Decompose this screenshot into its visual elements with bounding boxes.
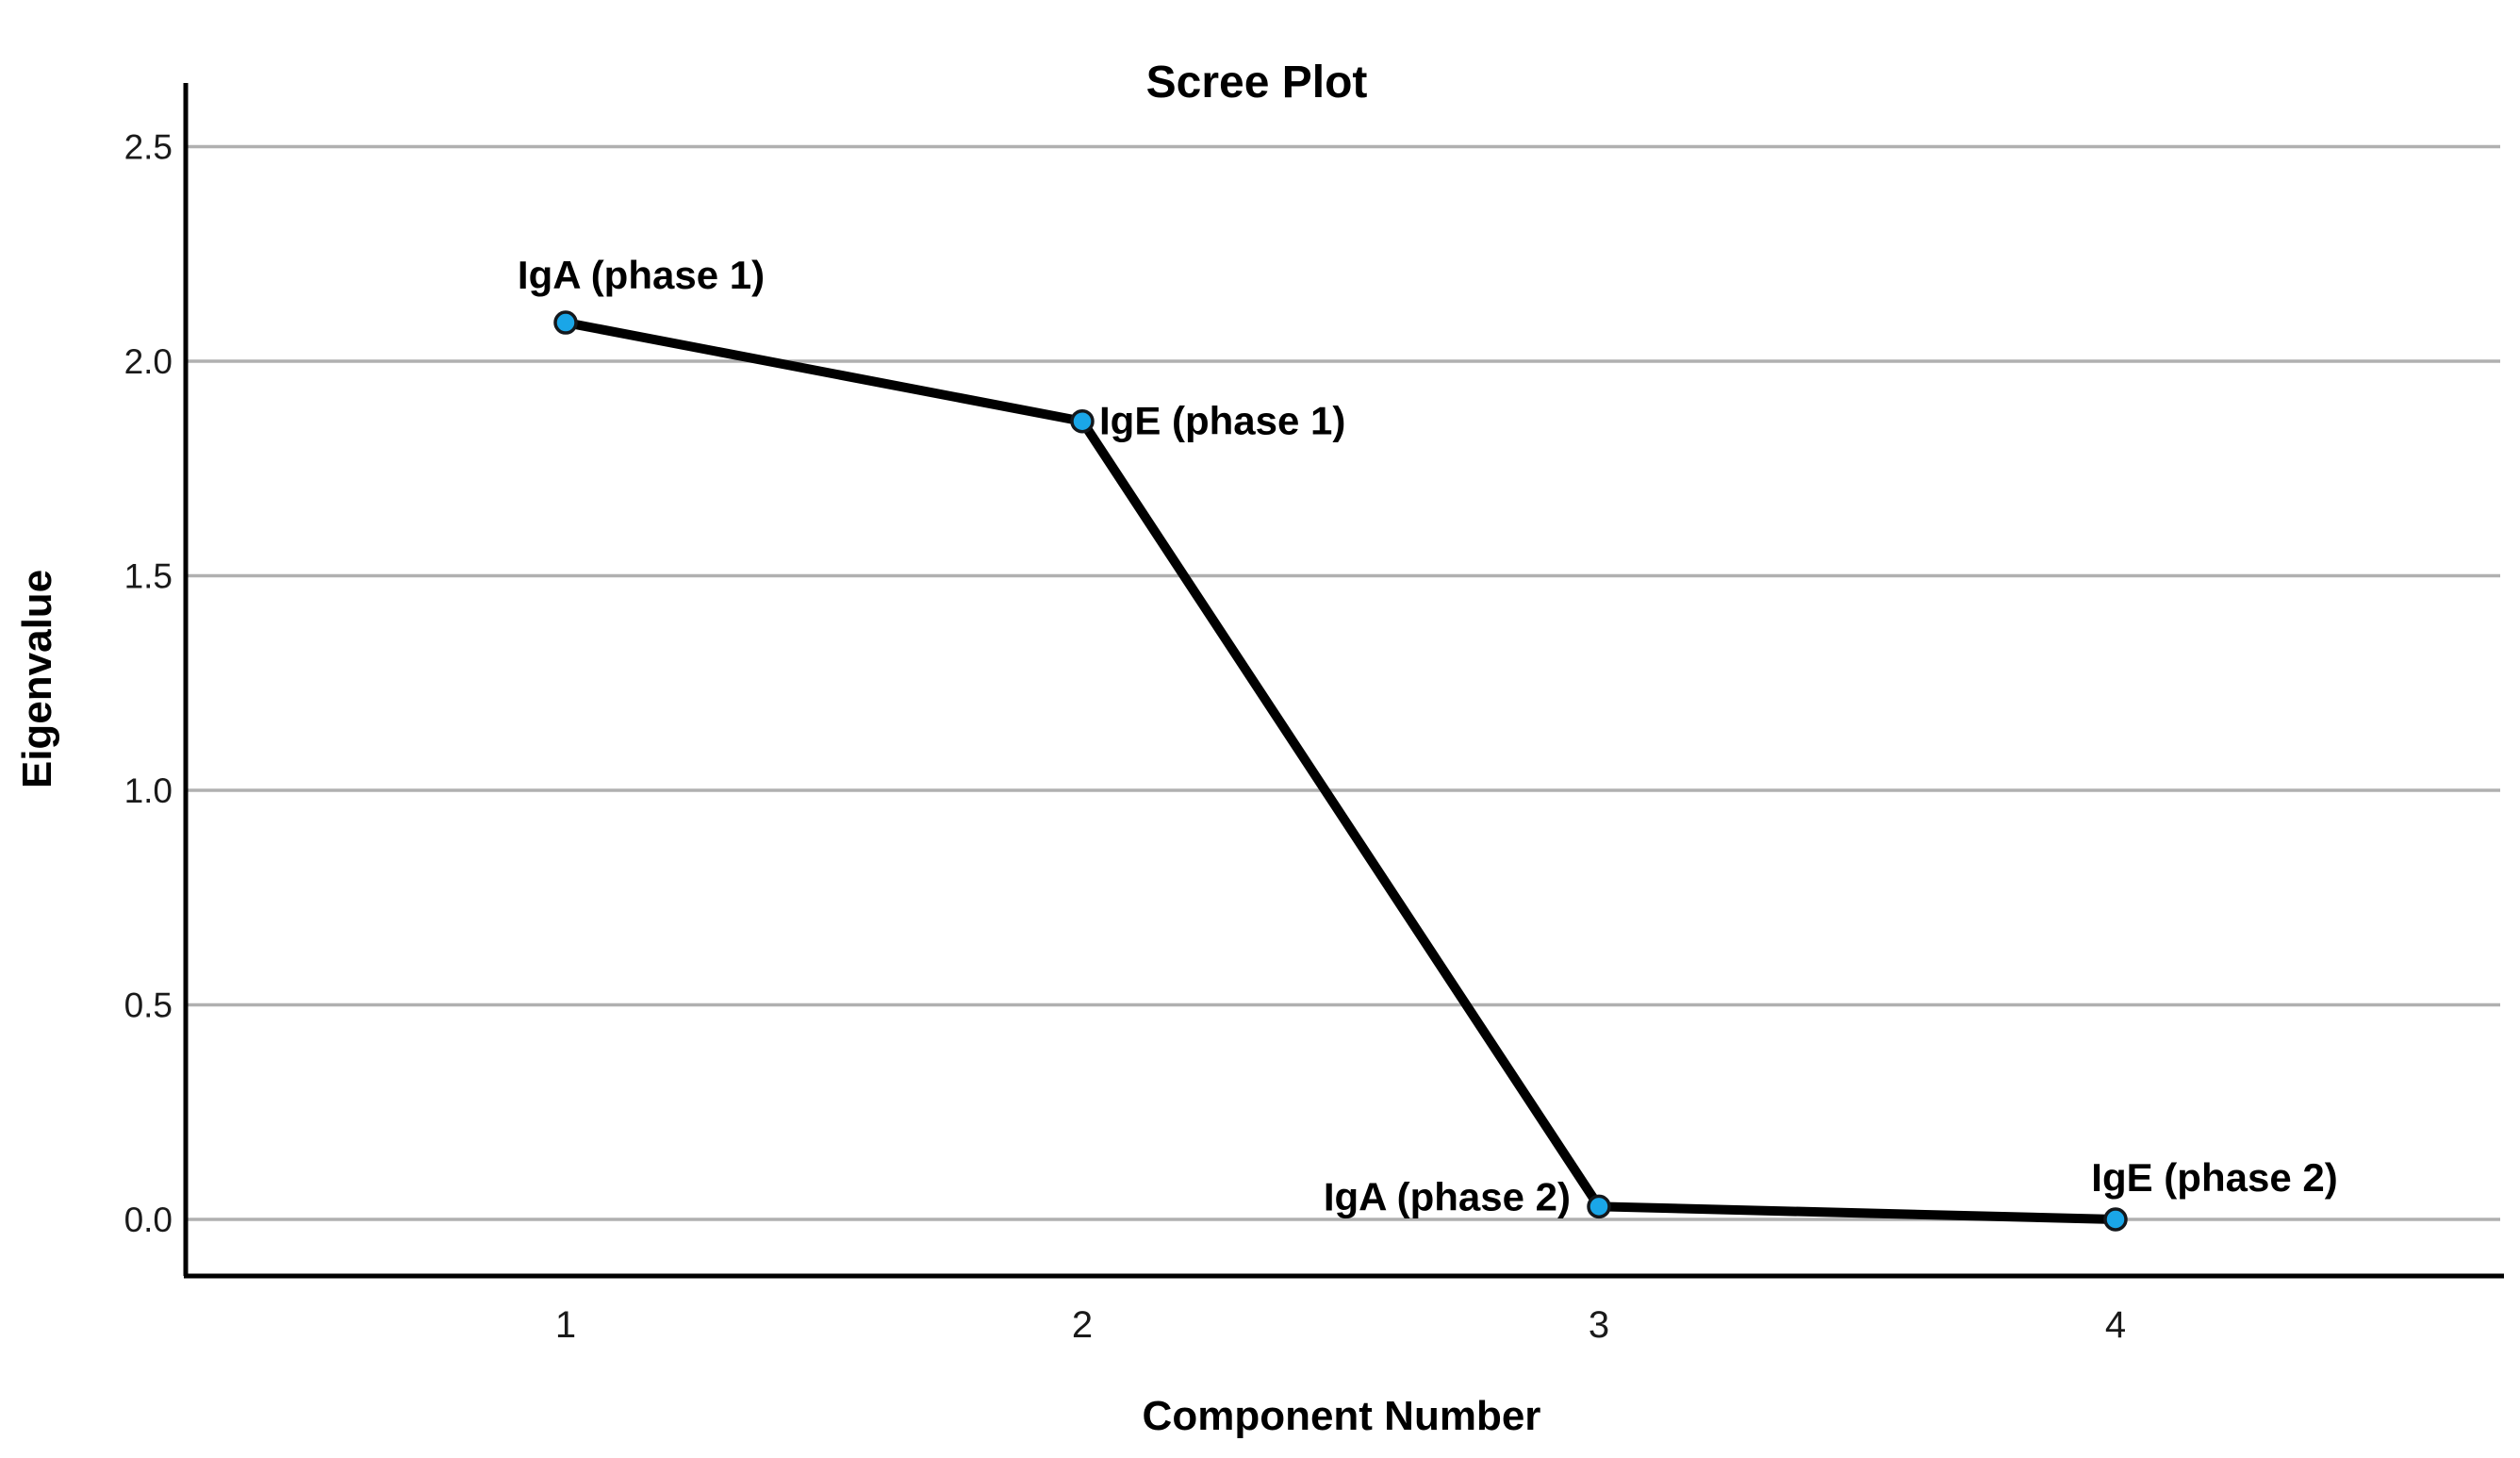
x-tick-label: 3 (1589, 1304, 1609, 1346)
data-point-marker (553, 310, 578, 335)
data-point-label: IgA (phase 2) (1324, 1174, 1571, 1218)
x-tick-labels: 1 2 3 4 (555, 1304, 2126, 1346)
data-point-marker (2103, 1207, 2128, 1232)
gridlines (186, 144, 2500, 1221)
y-tick-label: 0.0 (124, 1201, 173, 1239)
y-tick-label: 0.5 (124, 986, 173, 1025)
x-axis-title: Component Number (1143, 1393, 1541, 1439)
data-point-marker (1587, 1194, 1611, 1219)
y-tick-label: 2.5 (124, 128, 173, 167)
x-tick-label: 4 (2105, 1304, 2126, 1346)
data-point-label: IgE (phase 1) (1099, 399, 1345, 443)
x-tick-label: 1 (555, 1304, 576, 1346)
series-polyline (565, 318, 2116, 1224)
x-tick-label: 2 (1072, 1304, 1093, 1346)
y-tick-label: 2.0 (124, 342, 173, 381)
axes (183, 83, 2504, 1279)
y-axis-title: Eigenvalue (14, 570, 60, 788)
data-point-marker (1070, 408, 1095, 434)
series-line (565, 318, 2116, 1224)
point-labels: IgA (phase 1) IgE (phase 1) IgA (phase 2) I… (518, 253, 2338, 1218)
data-point-label: IgE (phase 2) (2091, 1155, 2337, 1200)
y-tick-labels: 0.0 0.5 1.0 1.5 2.0 2.5 (124, 128, 173, 1240)
y-tick-label: 1.0 (124, 771, 173, 810)
chart-title: Scree Plot (1146, 58, 1368, 108)
data-points (553, 310, 2128, 1232)
data-point-label: IgA (phase 1) (518, 253, 765, 297)
y-tick-label: 1.5 (124, 557, 173, 596)
